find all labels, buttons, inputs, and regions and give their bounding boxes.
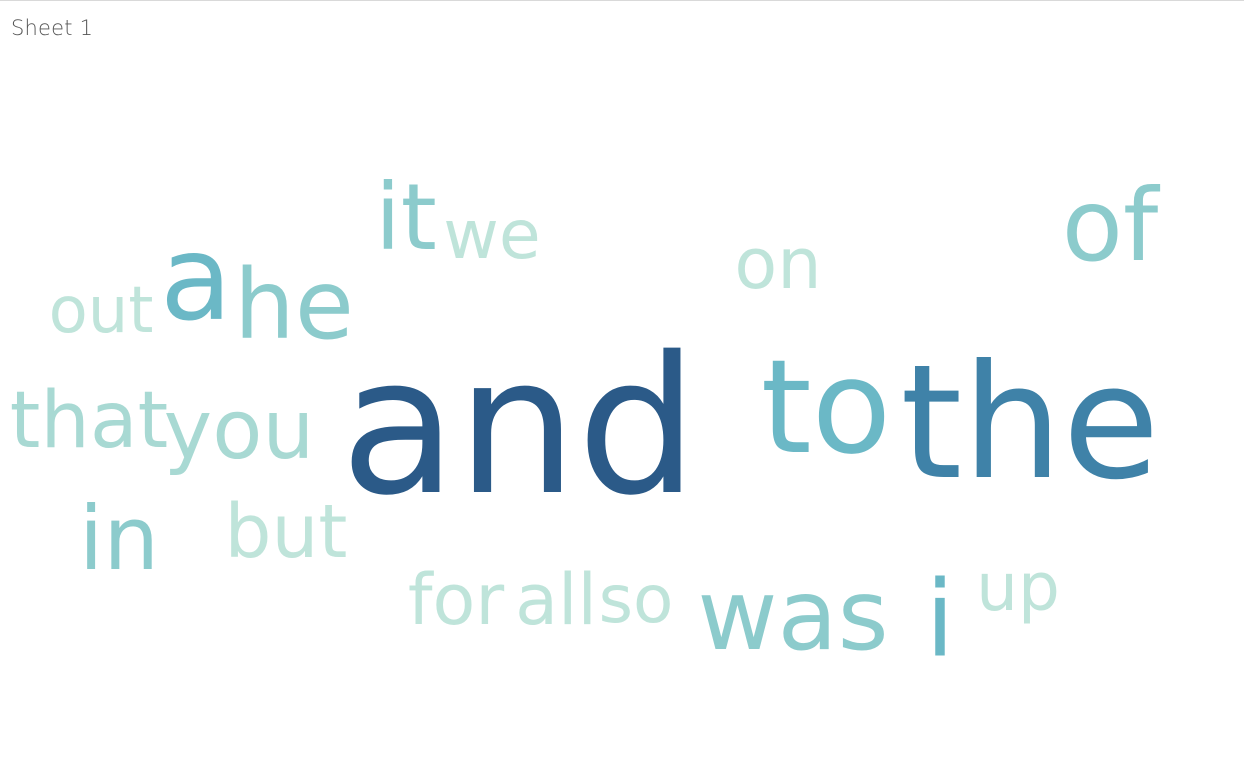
word-he: he [234, 249, 354, 361]
word-all: all [515, 559, 597, 641]
word-in: in [78, 487, 160, 590]
sheet-title: Sheet 1 [11, 16, 94, 40]
word-for: for [407, 559, 505, 641]
word-to: to [760, 331, 892, 483]
word-on: on [734, 223, 822, 305]
word-i: i [925, 558, 955, 681]
word-it: it [375, 164, 437, 271]
word-was: was [697, 559, 889, 673]
word-that: that [9, 376, 169, 466]
word-up: up [976, 549, 1060, 626]
word-we: we [443, 196, 541, 275]
word-so: so [598, 561, 674, 638]
word-of: of [1061, 167, 1159, 284]
top-border [0, 0, 1244, 1]
word-the: the [900, 331, 1160, 515]
word-but: but [224, 489, 348, 575]
word-you: you [163, 383, 315, 478]
word-and: and [340, 316, 698, 537]
word-out: out [48, 274, 154, 348]
word-a: a [159, 209, 233, 347]
